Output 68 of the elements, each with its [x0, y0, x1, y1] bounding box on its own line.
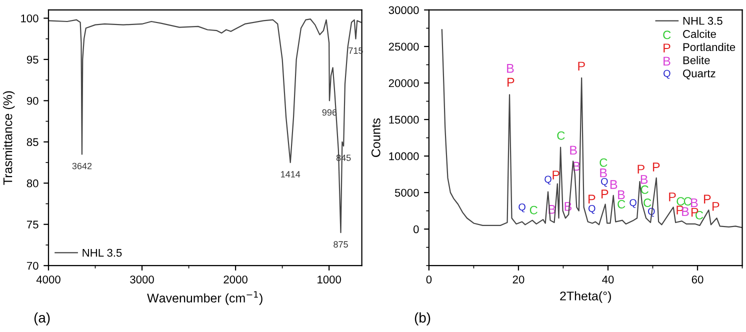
y-tick-label: 100 [21, 14, 38, 22]
text: (b) [414, 312, 430, 326]
y-tick-label: 5000 [394, 188, 419, 197]
x-tick-label: 20 [512, 276, 524, 284]
x-axis-title: Wavenumber (cm$^{−1}$) [147, 291, 262, 305]
point [640, 185, 648, 194]
y-tick-label: 10000 [389, 152, 419, 160]
point [684, 197, 692, 206]
point [600, 158, 608, 167]
point [552, 170, 560, 180]
point [669, 192, 676, 202]
point [618, 200, 626, 208]
point [600, 168, 607, 178]
y-axis-title: Trasmittance (%) [3, 91, 15, 185]
y-tick-label: 70 [26, 262, 38, 270]
annotation: 875 [334, 241, 348, 248]
point [696, 210, 704, 220]
point [601, 178, 608, 187]
point [588, 204, 596, 214]
point [676, 197, 684, 206]
y-tick-label: 25000 [388, 42, 419, 51]
point [518, 204, 526, 212]
x-tick-label: 1000 [318, 276, 341, 284]
x-tick-label: 3000 [130, 276, 154, 284]
legend-label: Belite [683, 56, 710, 64]
point [691, 198, 698, 208]
x-tick-label: 40 [602, 276, 614, 284]
y-tick-label: 20000 [388, 79, 419, 88]
y-tick-label: 75 [26, 220, 38, 229]
point [530, 206, 538, 214]
point [630, 199, 636, 208]
y-tick-label: 15000 [389, 116, 419, 124]
y-axis-title: Counts [371, 118, 380, 157]
point [507, 64, 514, 73]
point [644, 198, 652, 208]
legend-label: NHL 3.5 [683, 16, 722, 25]
legend-label: Quartz [683, 69, 716, 80]
y-tick-label: 85 [26, 138, 38, 146]
point [652, 162, 660, 172]
point [638, 164, 644, 174]
legend-label: NHL 3.5 [82, 248, 122, 257]
y-tick-label: 30000 [388, 6, 419, 14]
point [570, 146, 577, 155]
annotation: 3642 [72, 162, 92, 170]
annotation: 1414 [281, 171, 300, 178]
x-tick-label: 60 [692, 276, 704, 284]
point [640, 175, 648, 184]
x-tick-label: 0 [426, 276, 432, 284]
x-tick-label: 4000 [36, 276, 60, 284]
x-axis-title: 2Theta(°) [560, 291, 611, 303]
legend-label: Calcite [683, 30, 716, 38]
line-series [48, 18, 362, 234]
line-series [441, 29, 742, 228]
text: (a) [34, 312, 50, 326]
point [544, 176, 552, 185]
y-tick-label: 90 [26, 96, 38, 105]
point [578, 62, 585, 71]
y-tick-label: 95 [26, 56, 38, 64]
y-tick-label: 0 [413, 225, 419, 234]
y-tick-label: 80 [26, 179, 38, 188]
point [557, 131, 565, 140]
point [610, 180, 618, 189]
point [618, 190, 625, 200]
x-tick-label: 2000 [224, 276, 248, 284]
point [712, 202, 720, 211]
point [602, 190, 608, 198]
point [682, 207, 689, 216]
legend-label: Portlandite [683, 42, 736, 52]
